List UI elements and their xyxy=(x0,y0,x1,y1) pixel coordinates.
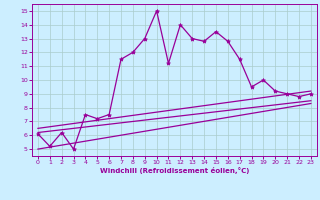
X-axis label: Windchill (Refroidissement éolien,°C): Windchill (Refroidissement éolien,°C) xyxy=(100,167,249,174)
